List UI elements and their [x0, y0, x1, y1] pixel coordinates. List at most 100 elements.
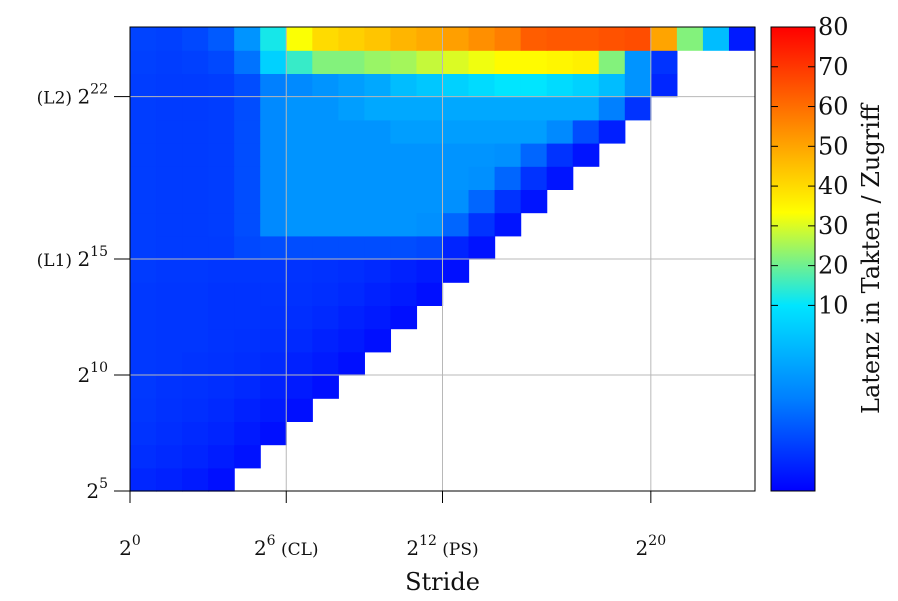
heatmap-cell-r3-c0	[130, 398, 157, 422]
heatmap-cell-r19-c0	[130, 27, 157, 51]
heatmap-cell-r14-c3	[208, 143, 235, 167]
heatmap-cell-r19-c16	[546, 27, 574, 51]
colorbar-tick-label-7: 80	[818, 13, 849, 41]
heatmap-cell-r11-c11	[416, 212, 444, 237]
heatmap-cell-r11-c8	[338, 212, 365, 237]
heatmap-cell-r17-c13	[468, 73, 496, 98]
x-tick-label-2: 212 (PS)	[406, 533, 478, 560]
heatmap-cell-r5-c4	[234, 351, 261, 376]
heatmap-cell-r17-c12	[442, 73, 470, 98]
heatmap-cell-r9-c11	[416, 259, 444, 283]
heatmap-cell-r8-c4	[234, 282, 261, 306]
heatmap-cell-r17-c7	[312, 73, 339, 98]
heatmap-cell-r14-c11	[416, 143, 444, 167]
heatmap-cell-r15-c11	[416, 119, 444, 144]
heatmap-cell-r14-c7	[312, 143, 339, 167]
heatmap-cell-r4-c1	[156, 375, 183, 399]
heatmap-cell-r16-c19	[624, 96, 652, 121]
heatmap-cell-r19-c6	[286, 27, 313, 51]
heatmap-cell-r16-c2	[182, 96, 209, 121]
heatmap-cell-r12-c13	[468, 189, 496, 214]
heatmap-cell-r7-c8	[338, 305, 365, 330]
heatmap-cell-r18-c19	[624, 50, 652, 74]
heatmap-cell-r17-c11	[416, 73, 444, 98]
heatmap-cell-r19-c22	[702, 27, 730, 51]
heatmap-cell-r4-c3	[208, 375, 235, 399]
heatmap-cell-r8-c5	[260, 282, 287, 306]
heatmap-cell-r14-c4	[234, 143, 261, 167]
heatmap-cell-r18-c13	[468, 50, 496, 74]
heatmap-cell-r3-c2	[182, 398, 209, 422]
heatmap-cell-r17-c0	[130, 73, 157, 98]
heatmap-cell-r15-c5	[260, 119, 287, 144]
heatmap-cell-r11-c9	[364, 212, 392, 237]
heatmap-cell-r12-c12	[442, 189, 470, 214]
heatmap-cell-r11-c1	[156, 212, 183, 237]
heatmap-cell-r7-c3	[208, 305, 235, 330]
heatmap-cell-r8-c9	[364, 282, 392, 306]
heatmap-cell-r5-c5	[260, 351, 287, 376]
heatmap-cell-r18-c6	[286, 50, 313, 74]
heatmap-cell-r7-c9	[364, 305, 392, 330]
heatmap-cell-r13-c8	[338, 166, 365, 190]
heatmap-cell-r14-c5	[260, 143, 287, 167]
heatmap-cell-r9-c3	[208, 259, 235, 283]
heatmap-cell-r18-c4	[234, 50, 261, 74]
heatmap-cell-r19-c20	[650, 27, 678, 51]
heatmap-cell-r18-c15	[520, 50, 548, 74]
heatmap-cell-r15-c3	[208, 119, 235, 144]
heatmap-cell-r16-c16	[546, 96, 574, 121]
heatmap-cell-r17-c3	[208, 73, 235, 98]
heatmap-cell-r16-c10	[390, 96, 418, 121]
heatmap-cell-r3-c1	[156, 398, 183, 422]
heatmap-cell-r14-c0	[130, 143, 157, 167]
heatmap-cell-r15-c16	[546, 119, 574, 144]
heatmap-cell-r3-c6	[286, 398, 313, 422]
heatmap-cell-r12-c6	[286, 189, 313, 214]
heatmap-cell-r16-c3	[208, 96, 235, 121]
heatmap-cell-r17-c8	[338, 73, 365, 98]
heatmap-cell-r1-c0	[130, 444, 157, 469]
heatmap-cell-r16-c17	[572, 96, 600, 121]
heatmap-cell-r18-c12	[442, 50, 470, 74]
heatmap-cell-r13-c13	[468, 166, 496, 190]
heatmap-cell-r15-c0	[130, 119, 157, 144]
heatmap-cell-r12-c0	[130, 189, 157, 214]
heatmap-cell-r14-c6	[286, 143, 313, 167]
heatmap-cell-r12-c3	[208, 189, 235, 214]
heatmap-cell-r19-c13	[468, 27, 496, 51]
heatmap-cell-r8-c1	[156, 282, 183, 306]
heatmap-cell-r12-c1	[156, 189, 183, 214]
heatmap-cell-r3-c5	[260, 398, 287, 422]
x-tick-label-3: 220	[636, 533, 667, 560]
heatmap-cell-r4-c6	[286, 375, 313, 399]
heatmap-cell-r6-c7	[312, 328, 339, 353]
heatmap-cell-r18-c2	[182, 50, 209, 74]
y-tick-label-3: (L2) 222	[37, 82, 108, 109]
heatmap-cell-r10-c12	[442, 235, 470, 260]
heatmap-cell-r14-c16	[546, 143, 574, 167]
heatmap-cell-r14-c10	[390, 143, 418, 167]
heatmap-cell-r5-c2	[182, 351, 209, 376]
heatmap-cell-r5-c0	[130, 351, 157, 376]
heatmap-cell-r11-c0	[130, 212, 157, 237]
heatmap-cell-r12-c4	[234, 189, 261, 214]
heatmap-cell-r11-c10	[390, 212, 418, 237]
y-axis-ticks: 25 210 (L1) 215 (L2) 222	[37, 82, 130, 503]
heatmap-cell-r11-c2	[182, 212, 209, 237]
heatmap-cell-r10-c4	[234, 235, 261, 260]
heatmap-cell-r14-c9	[364, 143, 392, 167]
heatmap-cell-r18-c9	[364, 50, 392, 74]
heatmap-cell-r13-c6	[286, 166, 313, 190]
heatmap-cell-r19-c11	[416, 27, 444, 51]
heatmap-cell-r16-c5	[260, 96, 287, 121]
heatmap-cell-r4-c4	[234, 375, 261, 399]
heatmap-cell-r18-c20	[650, 50, 678, 74]
heatmap-cell-r19-c8	[338, 27, 365, 51]
heatmap-cell-r7-c6	[286, 305, 313, 330]
heatmap-cell-r13-c5	[260, 166, 287, 190]
heatmap-cell-r7-c1	[156, 305, 183, 330]
heatmap-cell-r17-c10	[390, 73, 418, 98]
heatmap-cell-r18-c17	[572, 50, 600, 74]
heatmap-cell-r2-c1	[156, 421, 183, 446]
